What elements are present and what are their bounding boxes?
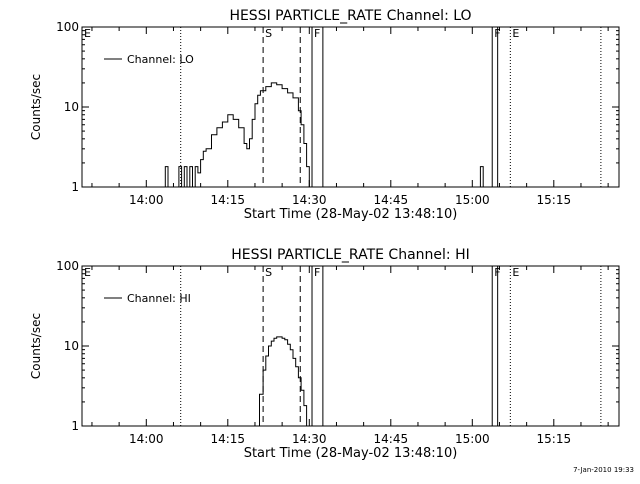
legend-label: Channel: LO [127, 53, 194, 66]
annotation-label: S [265, 27, 272, 40]
annotation-label: E [512, 27, 519, 40]
x-tick-label: 14:45 [374, 432, 409, 446]
series-line [255, 336, 308, 427]
x-tick-label: 14:30 [292, 193, 327, 207]
series-line [162, 82, 484, 188]
y-tick-label: 10 [64, 100, 79, 114]
plot-frame [81, 26, 620, 188]
annotation-label: F [314, 27, 320, 40]
y-tick-label: 10 [64, 339, 79, 353]
x-tick-label: 14:00 [129, 193, 164, 207]
y-tick-label: 100 [56, 259, 79, 273]
chart-title: HESSI PARTICLE_RATE Channel: HI [231, 247, 469, 263]
x-axis-label: Start Time (28-May-02 13:48:10) [244, 446, 458, 461]
x-tick-label: 14:00 [129, 432, 164, 446]
annotation-label: S [265, 266, 272, 279]
annotation-label: E [84, 266, 91, 279]
x-tick-label: 14:15 [210, 193, 245, 207]
y-tick-label: 100 [56, 20, 79, 34]
chart-title: HESSI PARTICLE_RATE Channel: LO [229, 8, 471, 24]
y-axis-label: Counts/sec [29, 74, 43, 140]
x-tick-label: 14:45 [374, 193, 409, 207]
annotation-label: F [314, 266, 320, 279]
x-tick-label: 15:00 [455, 193, 490, 207]
plot-frame [81, 265, 620, 427]
x-tick-label: 14:30 [292, 432, 327, 446]
annotation-label: E [84, 27, 91, 40]
x-tick-label: 14:15 [210, 432, 245, 446]
x-tick-label: 15:15 [537, 193, 572, 207]
x-axis-label: Start Time (28-May-02 13:48:10) [244, 207, 458, 222]
legend-label: Channel: HI [127, 292, 191, 305]
x-tick-label: 15:15 [537, 432, 572, 446]
y-tick-label: 1 [71, 180, 79, 194]
footer-timestamp: 7-Jan-2010 19:33 [573, 466, 634, 474]
y-tick-label: 1 [71, 419, 79, 433]
y-axis-label: Counts/sec [29, 313, 43, 379]
annotation-label: E [512, 266, 519, 279]
x-tick-label: 15:00 [455, 432, 490, 446]
